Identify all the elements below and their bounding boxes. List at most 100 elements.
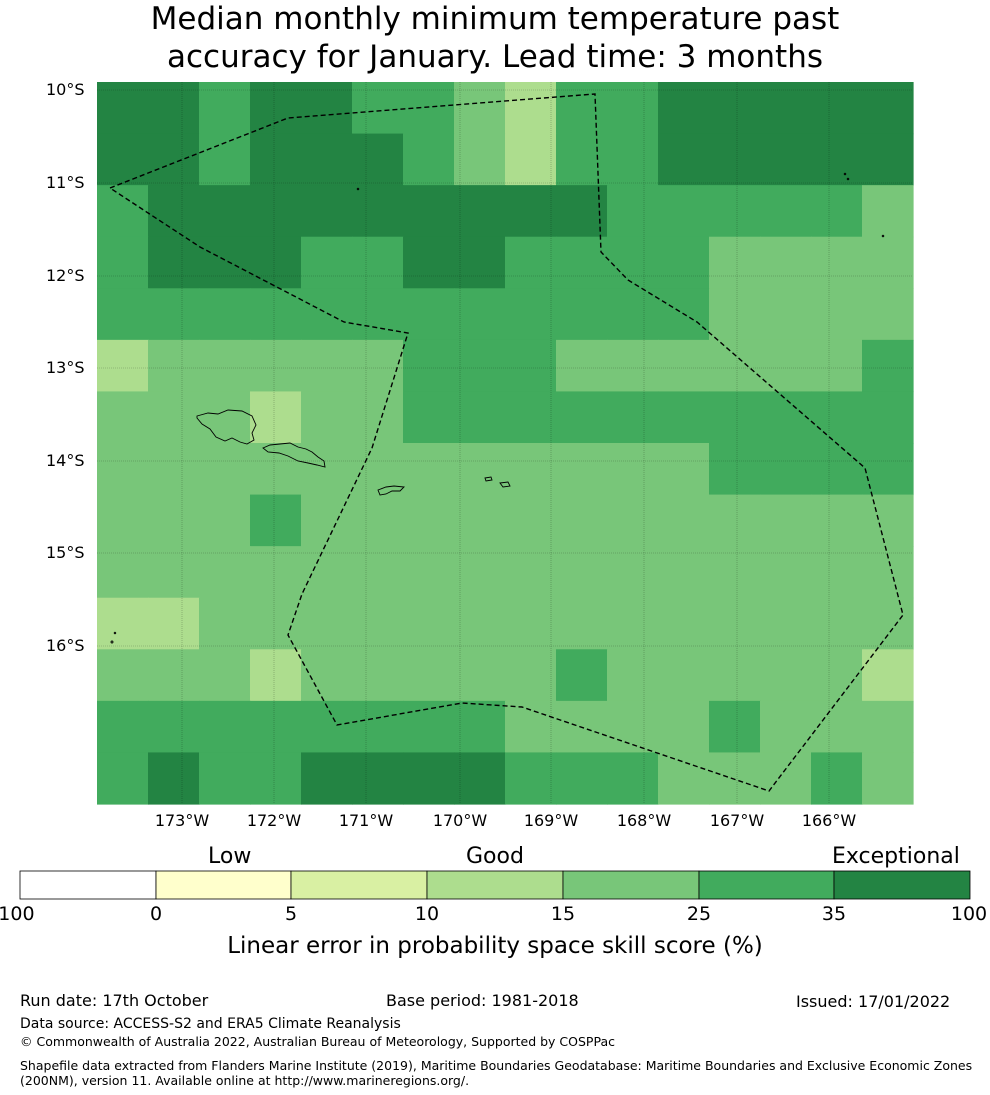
tutuila-island (377, 485, 405, 496)
grid-cell (658, 339, 710, 393)
category-good: Good (466, 844, 524, 869)
grid-cell (454, 236, 506, 289)
grid-cell (199, 494, 251, 547)
grid-cell (862, 82, 914, 135)
colorbar-segment (562, 870, 700, 900)
grid-cell (556, 752, 608, 805)
category-exceptional: Exceptional (832, 844, 960, 869)
grid-cell (199, 752, 251, 805)
grid-cell (97, 494, 149, 547)
grid-cell (811, 752, 863, 805)
grid-cell (301, 339, 353, 393)
grid-cell (352, 494, 404, 547)
colorbar-segment (19, 870, 157, 900)
grid-cell (148, 391, 200, 444)
grid-cell (97, 546, 149, 599)
grid-cell (148, 494, 200, 547)
grid-cell (352, 288, 404, 341)
grid-cell (658, 546, 710, 599)
grid-cell (352, 82, 404, 135)
grid-cell (352, 133, 404, 186)
colorbar (19, 870, 971, 900)
colorbar-tick: -100 (0, 903, 35, 925)
colorbar-tick: 25 (686, 903, 712, 925)
grid-cell (811, 133, 863, 186)
grid-cell (454, 391, 506, 444)
grid-cell (97, 339, 149, 393)
grid-cell (862, 288, 914, 341)
grid-cell (301, 133, 353, 186)
run-date: Run date: 17th October (20, 991, 209, 1010)
islet (843, 172, 847, 176)
grid-cell (658, 133, 710, 186)
grid-cell (352, 185, 404, 238)
graticule (97, 82, 913, 804)
grid-cell (709, 236, 761, 289)
grid-cell (760, 700, 812, 754)
grid-cell (862, 700, 914, 754)
grid-cell (505, 597, 557, 650)
grid-cell (250, 649, 302, 702)
grid-cell (658, 443, 710, 496)
grid-cell (148, 649, 200, 702)
grid-cell (199, 700, 251, 754)
lat-label: 16°S (46, 636, 85, 655)
grid-cell (658, 236, 710, 289)
grid-cell (811, 546, 863, 599)
grid-cell (658, 752, 710, 805)
islet (110, 640, 114, 644)
grid-cell (403, 288, 455, 341)
grid-cell (760, 443, 812, 496)
grid-cell (403, 133, 455, 186)
grid-cell (760, 546, 812, 599)
grid-cell (709, 339, 761, 393)
colorbar-title: Linear error in probability space skill … (227, 933, 763, 959)
grid-cell (97, 236, 149, 289)
grid-cell (556, 494, 608, 547)
shapefile-credit-1: Shapefile data extracted from Flanders M… (20, 1058, 973, 1073)
grid-cell (862, 752, 914, 805)
grid-cell (556, 443, 608, 496)
colorbar-tick: 0 (149, 903, 163, 925)
grid-cell (607, 597, 659, 650)
grid-cell (403, 339, 455, 393)
grid-cell (148, 339, 200, 393)
grid-cell (301, 236, 353, 289)
lon-label: 166°W (801, 811, 857, 830)
grid-cell (301, 391, 353, 444)
shapefile-credit-2: (200NM), version 11. Available online at… (20, 1073, 470, 1088)
grid-cell (709, 649, 761, 702)
colorbar-segment (426, 870, 564, 900)
grid-cell (454, 546, 506, 599)
grid-cell (505, 443, 557, 496)
grid-cell (403, 443, 455, 496)
grid-cell (556, 339, 608, 393)
lon-label: 169°W (523, 811, 579, 830)
grid-cell (403, 649, 455, 702)
grid-cell (97, 752, 149, 805)
grid-cell (709, 288, 761, 341)
grid-cell (505, 391, 557, 444)
grid-cell (862, 597, 914, 650)
grid-cell (505, 752, 557, 805)
grid-cell (760, 649, 812, 702)
grid-cell (862, 236, 914, 289)
grid-cell (454, 494, 506, 547)
lat-label: 15°S (46, 543, 85, 562)
grid-cell (658, 391, 710, 444)
lon-label: 173°W (154, 811, 210, 830)
grid-cell (709, 185, 761, 238)
grid-cell (607, 649, 659, 702)
grid-cell (862, 494, 914, 547)
grid-cell (250, 185, 302, 238)
grid-cell (454, 700, 506, 754)
grid-cell (97, 700, 149, 754)
grid-cell (505, 339, 557, 393)
grid-cell (607, 82, 659, 135)
grid-cell (505, 236, 557, 289)
title-line-2: accuracy for January. Lead time: 3 month… (166, 39, 823, 75)
grid-cell (505, 185, 557, 238)
grid-cell (454, 339, 506, 393)
colorbar-tick: 100 (950, 903, 988, 925)
grid-cell (760, 752, 812, 805)
